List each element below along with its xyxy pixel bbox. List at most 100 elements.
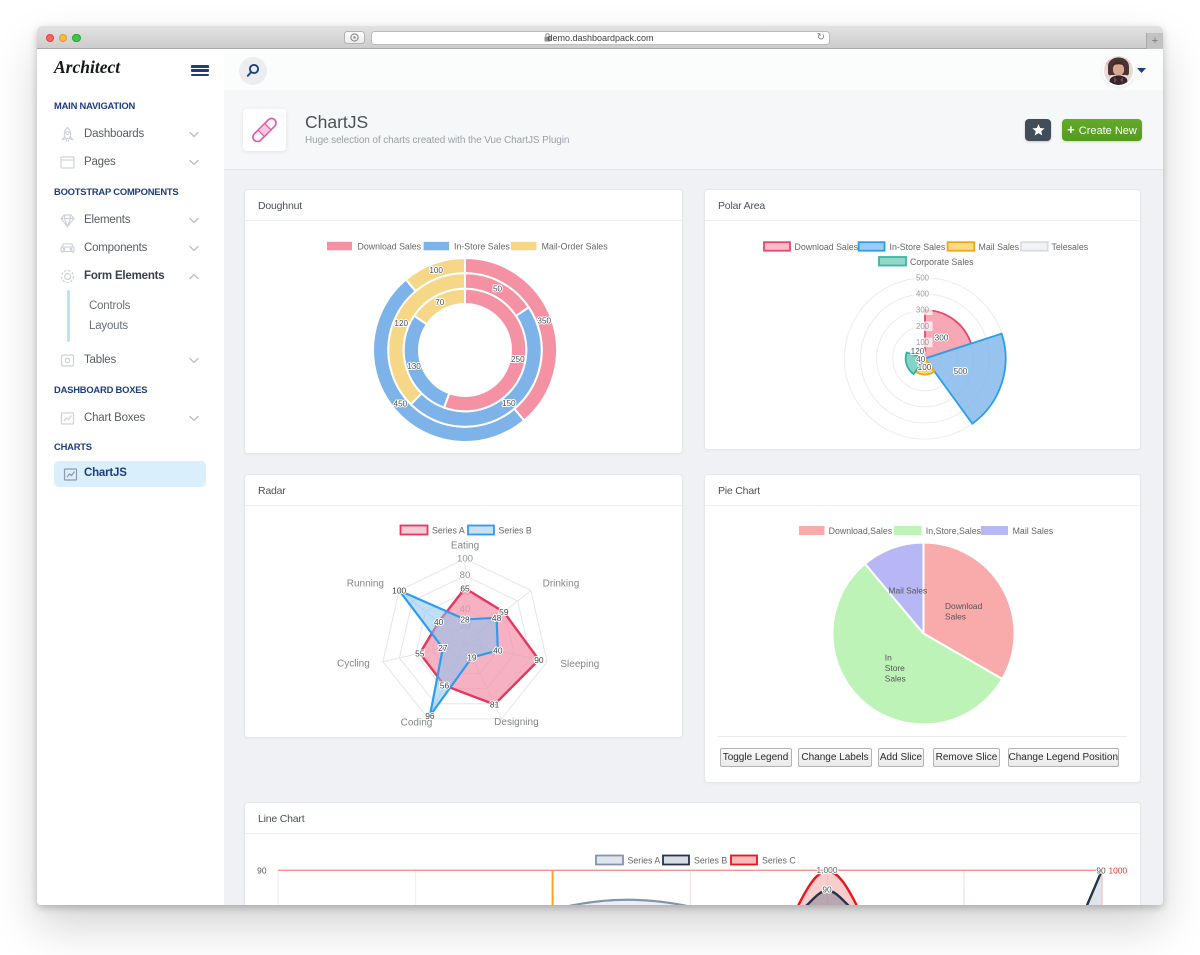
svg-text:100: 100	[918, 363, 932, 372]
svg-text:In,Store,Sales: In,Store,Sales	[926, 526, 982, 536]
svg-text:27: 27	[438, 643, 448, 653]
svg-text:90: 90	[534, 655, 544, 665]
svg-text:Store: Store	[885, 663, 905, 673]
svg-text:56: 56	[440, 680, 450, 690]
svg-text:Eating: Eating	[451, 541, 479, 552]
svg-text:500: 500	[954, 367, 968, 376]
svg-text:65: 65	[460, 583, 470, 593]
svg-text:40: 40	[493, 645, 503, 655]
svg-text:40: 40	[916, 355, 926, 364]
svg-text:Series A: Series A	[432, 526, 465, 536]
svg-text:100: 100	[916, 338, 930, 347]
svg-text:40: 40	[434, 617, 444, 627]
svg-text:250: 250	[511, 355, 525, 364]
svg-text:Download Sales: Download Sales	[795, 242, 859, 252]
svg-text:400: 400	[916, 290, 930, 299]
svg-text:Download: Download	[945, 601, 983, 611]
svg-text:130: 130	[407, 362, 421, 371]
svg-text:Designing: Designing	[494, 717, 538, 728]
svg-text:50: 50	[493, 285, 503, 294]
svg-text:40: 40	[434, 617, 444, 627]
svg-text:59: 59	[499, 607, 509, 617]
svg-text:50: 50	[493, 285, 503, 294]
svg-text:Corporate Sales: Corporate Sales	[910, 257, 974, 267]
svg-text:65: 65	[460, 583, 470, 593]
svg-text:120: 120	[911, 347, 925, 356]
svg-text:90: 90	[822, 885, 832, 895]
svg-text:Sleeping: Sleeping	[560, 659, 599, 670]
svg-text:27: 27	[438, 643, 448, 653]
svg-text:120: 120	[911, 347, 925, 356]
svg-text:Running: Running	[347, 578, 384, 589]
svg-text:100: 100	[918, 363, 932, 372]
svg-text:Coding: Coding	[401, 718, 433, 729]
svg-text:500: 500	[954, 367, 968, 376]
svg-text:Cycling: Cycling	[337, 659, 370, 670]
svg-text:450: 450	[394, 400, 408, 409]
svg-text:Series B: Series B	[694, 856, 727, 866]
svg-text:96: 96	[425, 711, 435, 721]
svg-text:1,000: 1,000	[817, 865, 838, 875]
svg-text:200: 200	[916, 322, 930, 331]
svg-text:Download Sales: Download Sales	[358, 242, 422, 252]
svg-text:70: 70	[435, 298, 445, 307]
svg-text:90: 90	[822, 885, 832, 895]
svg-text:Mail-Order Sales: Mail-Order Sales	[542, 242, 609, 252]
svg-text:120: 120	[394, 319, 408, 328]
svg-text:28: 28	[460, 614, 470, 624]
svg-text:19: 19	[467, 652, 477, 662]
svg-text:90: 90	[1096, 866, 1106, 876]
svg-text:Mail Sales: Mail Sales	[979, 242, 1020, 252]
svg-text:59: 59	[499, 607, 509, 617]
svg-text:48: 48	[492, 613, 502, 623]
svg-text:90: 90	[1096, 866, 1106, 876]
svg-text:Series A: Series A	[628, 856, 661, 866]
svg-text:250: 250	[511, 355, 525, 364]
svg-text:120: 120	[394, 319, 408, 328]
svg-text:28: 28	[460, 614, 470, 624]
svg-text:Mail Sales: Mail Sales	[1013, 526, 1054, 536]
svg-text:56: 56	[440, 680, 450, 690]
svg-text:500: 500	[916, 273, 930, 282]
svg-text:Mail Sales: Mail Sales	[888, 585, 927, 595]
svg-text:In: In	[885, 652, 892, 662]
svg-text:Telesales: Telesales	[1052, 242, 1089, 252]
svg-text:100: 100	[429, 266, 443, 275]
svg-text:100: 100	[392, 586, 406, 596]
svg-text:1000: 1000	[1109, 866, 1128, 876]
svg-text:150: 150	[502, 399, 516, 408]
svg-text:350: 350	[537, 317, 551, 326]
svg-text:90: 90	[534, 655, 544, 665]
svg-text:450: 450	[394, 400, 408, 409]
svg-text:Sales: Sales	[885, 674, 906, 684]
svg-text:80: 80	[460, 570, 471, 581]
svg-text:81: 81	[490, 699, 500, 709]
svg-text:350: 350	[537, 317, 551, 326]
svg-text:300: 300	[935, 334, 949, 343]
svg-text:81: 81	[490, 699, 500, 709]
svg-text:130: 130	[407, 362, 421, 371]
svg-text:300: 300	[935, 334, 949, 343]
svg-text:Sales: Sales	[945, 611, 966, 621]
svg-text:Download,Sales: Download,Sales	[829, 526, 893, 536]
svg-text:1,000: 1,000	[817, 865, 838, 875]
svg-text:Drinking: Drinking	[543, 579, 580, 590]
svg-text:150: 150	[502, 399, 516, 408]
svg-text:100: 100	[392, 586, 406, 596]
svg-text:80: 80	[460, 570, 471, 581]
svg-text:19: 19	[467, 652, 477, 662]
svg-text:70: 70	[435, 298, 445, 307]
svg-text:90: 90	[257, 866, 267, 876]
svg-text:In-Store Sales: In-Store Sales	[890, 242, 946, 252]
svg-text:40: 40	[493, 645, 503, 655]
svg-text:40: 40	[916, 355, 926, 364]
svg-text:300: 300	[916, 306, 930, 315]
svg-text:55: 55	[415, 648, 425, 658]
svg-text:In-Store Sales: In-Store Sales	[454, 242, 510, 252]
svg-text:Series B: Series B	[499, 526, 532, 536]
svg-text:100: 100	[457, 553, 473, 564]
svg-text:100: 100	[429, 266, 443, 275]
svg-text:100: 100	[457, 553, 473, 564]
svg-text:55: 55	[415, 648, 425, 658]
svg-text:48: 48	[492, 613, 502, 623]
